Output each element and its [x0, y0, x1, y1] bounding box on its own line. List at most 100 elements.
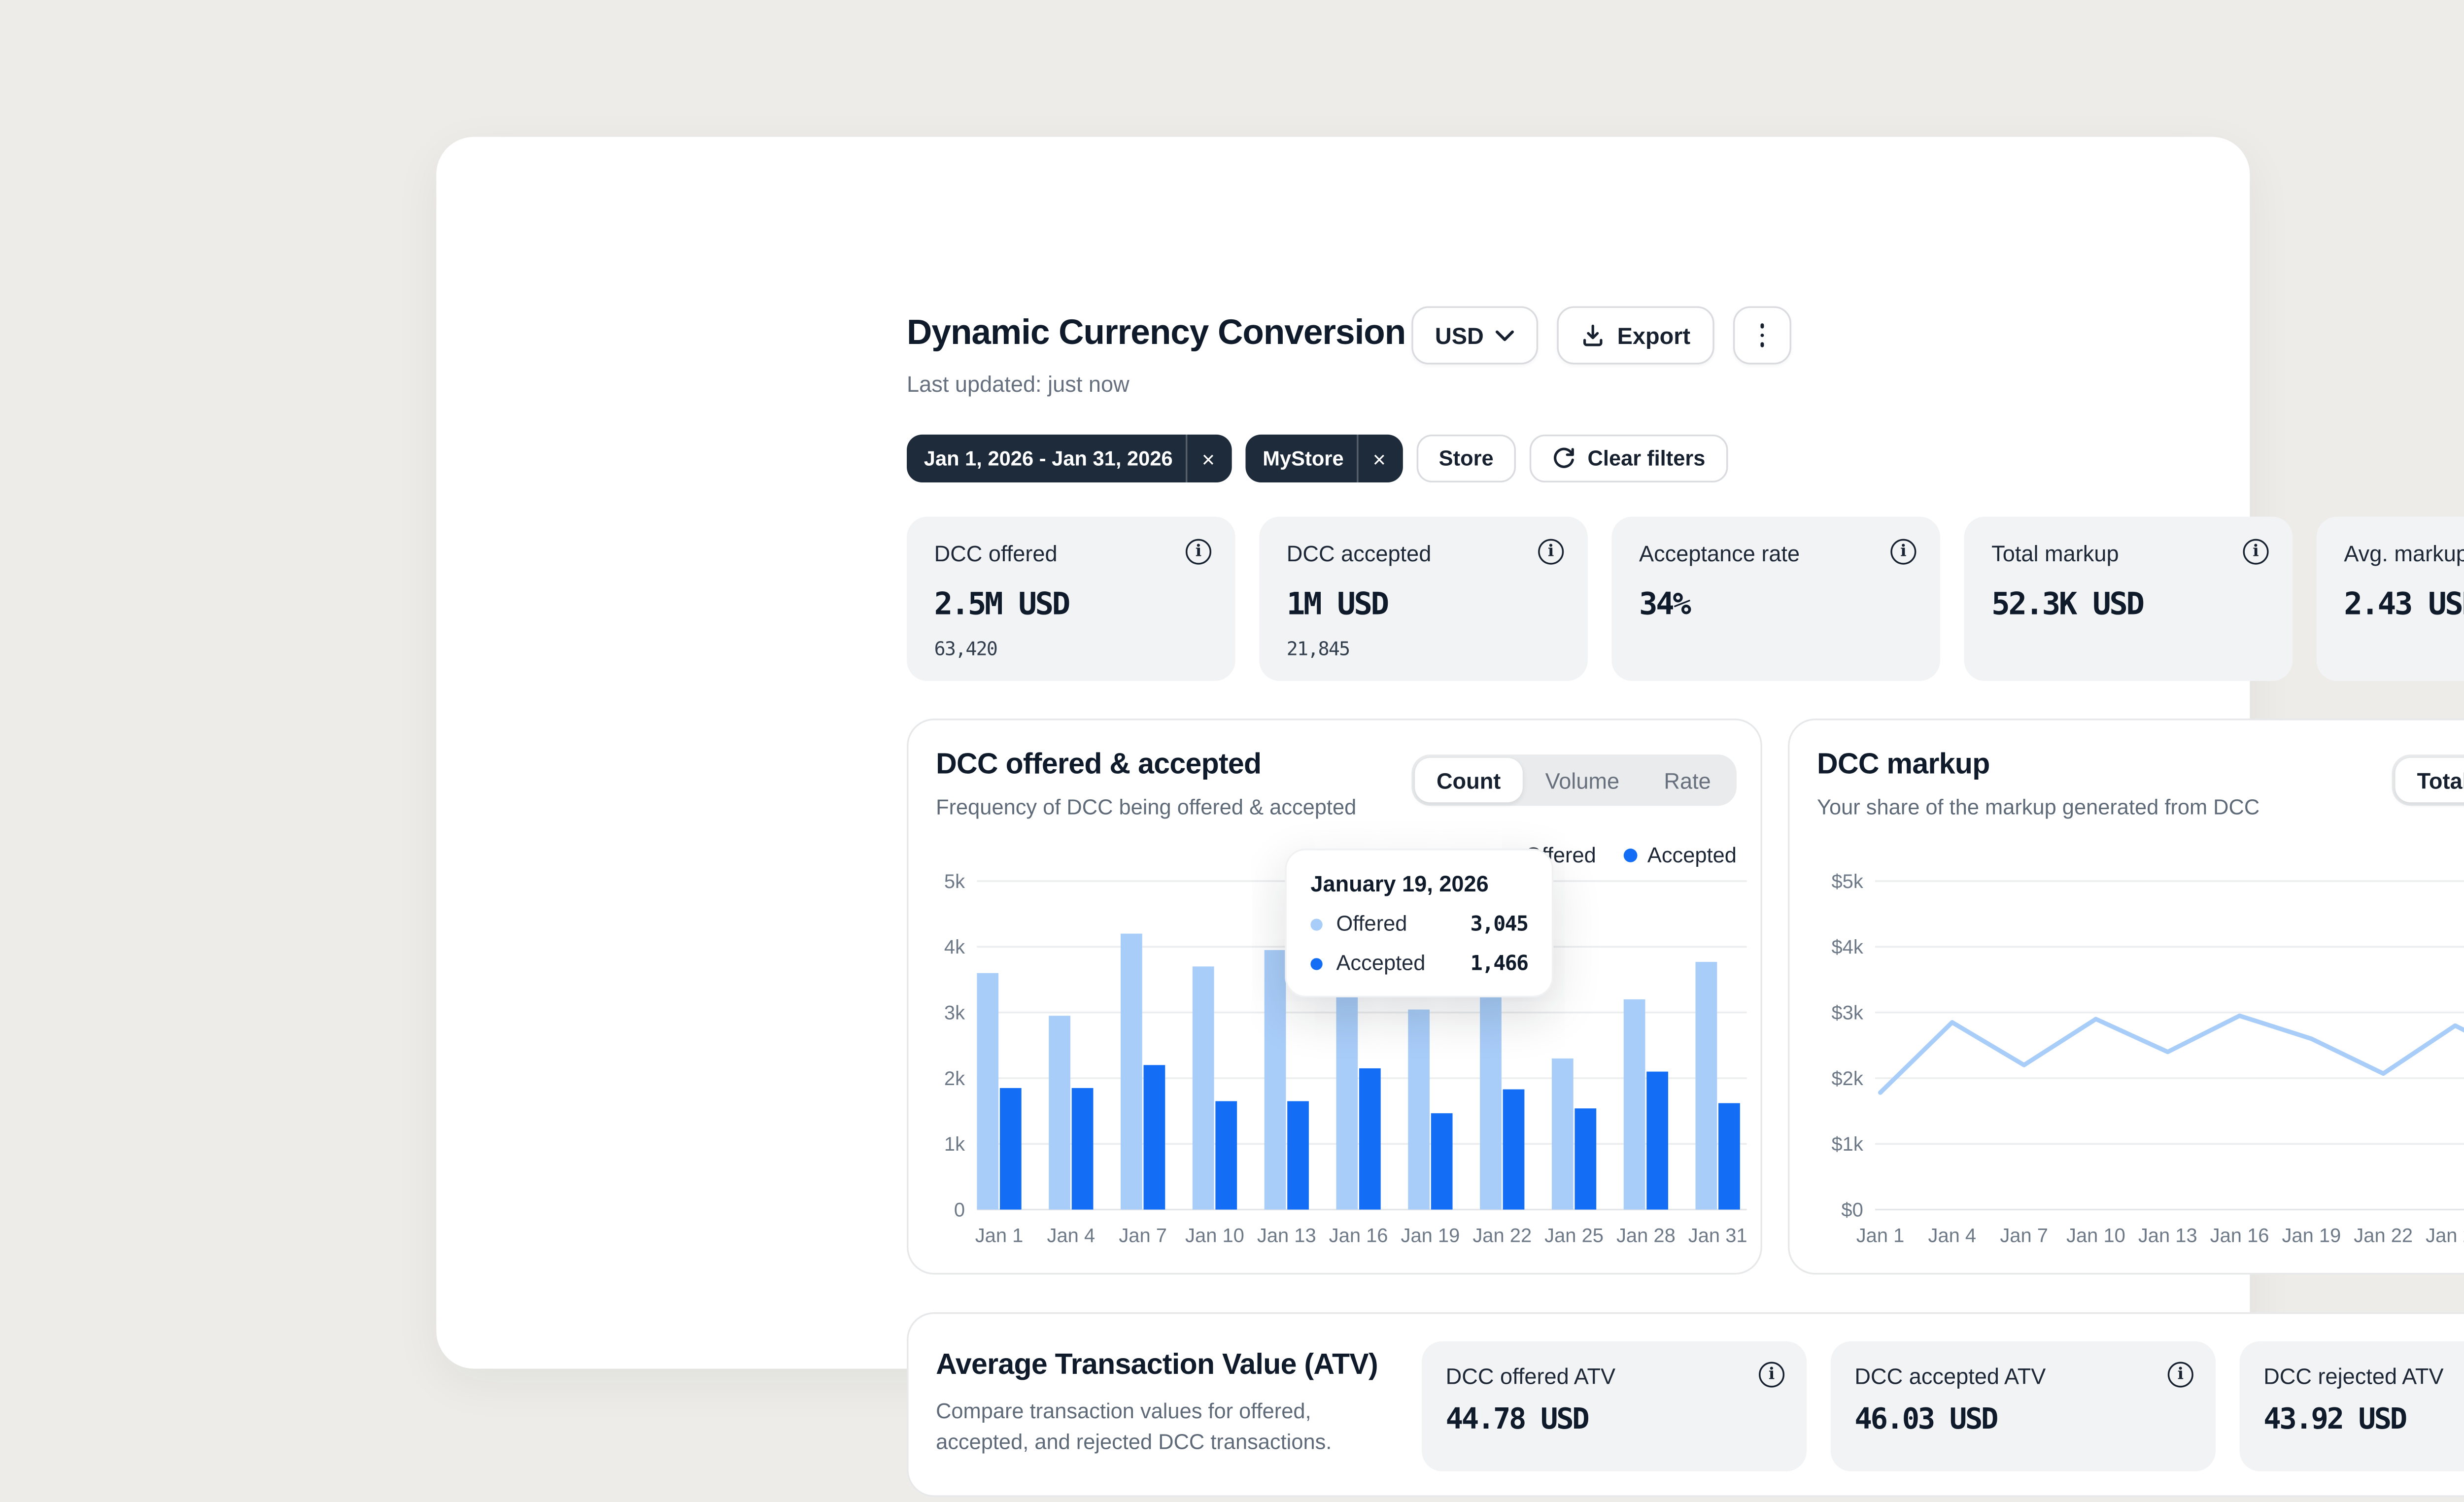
bar-accepted[interactable]: [1287, 1101, 1309, 1210]
bar-accepted[interactable]: [1143, 1065, 1165, 1210]
last-updated-text: Last updated: just now: [907, 371, 1129, 397]
kpi-acceptance-rate: Acceptance rate i 34%: [1611, 516, 1941, 681]
bar-accepted[interactable]: [1431, 1113, 1453, 1210]
kpi-value: 52.3K USD: [1991, 586, 2145, 623]
atv-section: Average Transaction Value (ATV) Compare …: [907, 1312, 2464, 1497]
y-tick-label: $5k: [1831, 871, 1863, 892]
total-markup-line[interactable]: [1878, 1013, 2464, 1095]
bar-offered[interactable]: [1121, 933, 1142, 1210]
x-tick-label: Jan 7: [2000, 1225, 2048, 1247]
tooltip-accepted-label: Accepted: [1336, 951, 1426, 975]
tooltip-offered-value: 3,045: [1470, 912, 1529, 936]
y-tick-label: 3k: [944, 1002, 965, 1024]
info-icon[interactable]: i: [2243, 539, 2269, 565]
kpi-row: DCC offered i 2.5M USD 63,420 DCC accept…: [907, 516, 2464, 681]
tab-total[interactable]: Total: [2395, 758, 2464, 803]
download-icon: [1581, 323, 1606, 347]
kpi-value: 34%: [1639, 586, 1691, 623]
y-tick-label: 4k: [944, 936, 965, 958]
tab-rate[interactable]: Rate: [1664, 767, 1711, 793]
x-tick-label: Jan 10: [2066, 1225, 2125, 1247]
bar-offered[interactable]: [977, 973, 999, 1210]
chart-tooltip: January 19, 2026 Offered 3,045 Accepted …: [1285, 849, 1554, 998]
chart-subtitle: Frequency of DCC being offered & accepte…: [936, 795, 1357, 819]
date-range-chip-label: Jan 1, 2026 - Jan 31, 2026: [924, 446, 1173, 471]
more-options-button[interactable]: [1733, 306, 1791, 365]
atv-card-value: 43.92 USD: [2263, 1402, 2407, 1437]
bar-accepted[interactable]: [1215, 1101, 1237, 1210]
bar-accepted[interactable]: [1071, 1088, 1094, 1210]
refresh-icon: [1552, 444, 1576, 473]
store-filter-chip[interactable]: MyStore ×: [1245, 434, 1403, 483]
kpi-subvalue: 63,420: [934, 638, 998, 661]
export-button[interactable]: Export: [1557, 306, 1714, 365]
bar-offered[interactable]: [1695, 961, 1717, 1210]
x-tick-label: Jan 4: [1928, 1225, 1977, 1247]
close-icon[interactable]: ×: [1372, 445, 1386, 472]
x-tick-label: Jan 19: [2282, 1225, 2341, 1247]
total-average-toggle: Total Average: [2391, 754, 2464, 806]
bar-offered[interactable]: [1480, 986, 1502, 1210]
y-tick-label: $0: [1841, 1199, 1863, 1221]
atv-card-offered: DCC offered ATV i 44.78 USD: [1422, 1341, 1807, 1471]
currency-dropdown[interactable]: USD: [1411, 306, 1539, 365]
bar-accepted[interactable]: [1359, 1068, 1381, 1210]
bar-accepted[interactable]: [1503, 1089, 1525, 1210]
tab-count[interactable]: Count: [1414, 758, 1523, 803]
header-controls: USD Export: [1411, 306, 1791, 365]
x-tick-label: Jan 1: [975, 1225, 1024, 1247]
y-tick-label: 0: [954, 1199, 965, 1221]
chart-subtitle: Your share of the markup generated from …: [1817, 795, 2260, 819]
bar-offered[interactable]: [1336, 983, 1358, 1210]
y-tick-label: $3k: [1831, 1002, 1863, 1024]
x-tick-label: Jan 22: [2354, 1225, 2413, 1247]
bar-accepted[interactable]: [1574, 1108, 1597, 1210]
close-icon[interactable]: ×: [1201, 445, 1215, 472]
store-button[interactable]: Store: [1416, 434, 1516, 483]
x-tick-label: Jan 1: [1856, 1225, 1905, 1247]
clear-filters-button[interactable]: Clear filters: [1529, 434, 1728, 483]
atv-card-label: DCC accepted ATV: [1854, 1364, 2046, 1390]
atv-cards: DCC offered ATV i 44.78 USD DCC accepted…: [1422, 1341, 2464, 1471]
kpi-dcc-offered: DCC offered i 2.5M USD 63,420: [907, 516, 1235, 681]
bar-accepted[interactable]: [1646, 1071, 1669, 1210]
bar-offered[interactable]: [1623, 999, 1645, 1210]
atv-card-accepted: DCC accepted ATV i 46.03 USD: [1830, 1341, 2216, 1471]
date-range-chip[interactable]: Jan 1, 2026 - Jan 31, 2026 ×: [907, 434, 1232, 483]
bar-offered[interactable]: [1408, 1009, 1430, 1210]
markup-line-chart[interactable]: $0 $1k $2k $3k $4k $5k Jan 1 Jan 4 Jan 7 Jan 10 Ja…: [1817, 871, 2464, 1256]
x-tick-label: Jan 16: [1329, 1225, 1388, 1247]
kpi-value: 1M USD: [1286, 586, 1389, 623]
export-button-label: Export: [1617, 322, 1691, 348]
bar-accepted[interactable]: [1718, 1103, 1740, 1210]
info-icon[interactable]: i: [1185, 539, 1212, 565]
bar-offered[interactable]: [1049, 1016, 1070, 1210]
filter-bar: Jan 1, 2026 - Jan 31, 2026 × MyStore × S…: [907, 434, 1728, 483]
bar-offered[interactable]: [1192, 966, 1214, 1210]
tab-volume[interactable]: Volume: [1545, 767, 1620, 793]
bar-accepted[interactable]: [999, 1088, 1022, 1210]
kpi-avg-markup-tx: Avg. markup/tx i 2.43 USD: [2316, 516, 2464, 681]
offered-accepted-bar-chart[interactable]: 0 1k 2k 3k 4k 5k Jan 1 Jan 4 Jan 7 Jan 10 Jan 13 Ja…: [936, 871, 1747, 1256]
info-icon[interactable]: i: [2167, 1362, 2193, 1388]
kpi-value: 2.43 USD: [2344, 586, 2464, 623]
bar-offered[interactable]: [1264, 950, 1286, 1210]
store-filter-chip-label: MyStore: [1263, 446, 1344, 471]
y-tick-label: $4k: [1831, 936, 1863, 958]
tooltip-offered-label: Offered: [1336, 912, 1407, 936]
x-tick-label: Jan 22: [1472, 1225, 1532, 1247]
info-icon[interactable]: i: [1890, 539, 1916, 565]
chevron-down-icon: [1496, 329, 1514, 341]
offered-accepted-chart-card: DCC offered & accepted Frequency of DCC …: [907, 718, 1762, 1275]
legend-accepted-label: Accepted: [1647, 843, 1737, 868]
kpi-value: 2.5M USD: [934, 586, 1071, 623]
markup-chart-card: DCC markup Your share of the markup gene…: [1788, 718, 2464, 1275]
info-icon[interactable]: i: [1759, 1362, 1785, 1388]
bar-offered[interactable]: [1551, 1058, 1574, 1210]
info-icon[interactable]: i: [1538, 539, 1564, 565]
x-tick-label: Jan 19: [1401, 1225, 1460, 1247]
currency-dropdown-label: USD: [1435, 322, 1484, 348]
x-tick-label: Jan 13: [2138, 1225, 2197, 1247]
kpi-label: DCC accepted: [1286, 541, 1432, 567]
kpi-dcc-accepted: DCC accepted i 1M USD 21,845: [1259, 516, 1588, 681]
